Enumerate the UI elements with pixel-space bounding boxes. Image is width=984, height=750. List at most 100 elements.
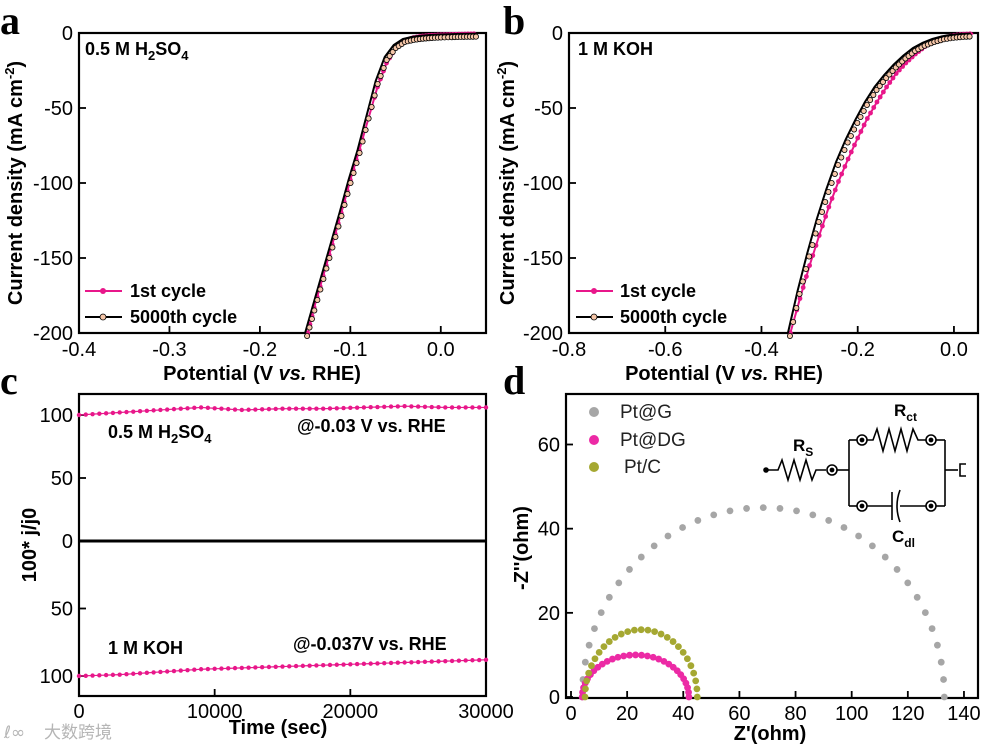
x-tick-label: 0 <box>565 703 576 725</box>
data-point-koh <box>124 672 129 677</box>
legend-marker-5000th <box>99 313 107 321</box>
data-point-h2so4 <box>348 405 353 411</box>
panel-d-frame <box>564 392 980 700</box>
y-tick-label: 50 <box>51 468 73 490</box>
series-line-5000th <box>304 32 477 334</box>
data-point-h2so4 <box>443 405 448 410</box>
panel-c-condition-koh: @-0.037V vs. RHE <box>293 634 447 654</box>
data-point-ptg <box>825 517 833 524</box>
data-point-1st <box>852 142 857 148</box>
data-point-ptc <box>674 643 682 651</box>
data-point-koh <box>314 663 319 668</box>
data-point-koh <box>151 670 156 675</box>
data-point-5000th <box>851 126 858 133</box>
data-point-koh <box>361 661 367 667</box>
data-point-h2so4 <box>192 405 197 411</box>
data-point-ptdg <box>632 651 639 659</box>
data-point-5000th <box>380 65 387 72</box>
data-point-ptc <box>583 677 591 685</box>
y-tick-label: 0 <box>552 23 563 45</box>
data-point-ptg <box>615 579 623 587</box>
data-point-koh <box>232 665 238 671</box>
x-tick-label: 20 <box>616 703 638 725</box>
panel-c-label-h2so4: 0.5 M H2SO4 <box>108 422 212 446</box>
data-point-1st <box>861 122 867 128</box>
data-point-ptg <box>694 517 702 524</box>
data-point-5000th <box>374 81 381 88</box>
data-point-koh <box>212 666 217 671</box>
data-point-ptc <box>605 638 613 645</box>
data-point-ptdg <box>644 652 651 660</box>
y-tick-label: -200 <box>523 323 563 345</box>
watermark-logo-icon: ℓ∞ <box>3 723 25 743</box>
data-point-koh <box>300 663 306 669</box>
data-point-5000th <box>825 188 832 195</box>
data-point-h2so4 <box>463 405 468 410</box>
data-point-5000th <box>870 92 877 99</box>
data-point-koh <box>409 660 414 665</box>
y-tick-label: 0 <box>549 687 560 709</box>
data-point-1st <box>871 105 877 110</box>
panel-a: a -0.4 -0.3 -0.2 -0.1 0.0 0 -50 -100 -150 -200 0… <box>0 0 488 385</box>
data-point-koh <box>429 659 434 664</box>
data-point-h2so4 <box>409 404 414 409</box>
data-point-h2so4 <box>212 406 217 411</box>
data-point-5000th <box>854 120 861 127</box>
data-point-1st <box>836 179 841 184</box>
x-tick-label: 0.0 <box>427 339 455 361</box>
data-point-5000th <box>356 149 363 156</box>
x-tick-label: 0.0 <box>940 339 968 361</box>
legend-marker-ptc <box>589 462 599 472</box>
data-point-h2so4 <box>178 406 183 411</box>
data-point-5000th <box>819 208 826 215</box>
data-point-koh <box>259 665 265 670</box>
data-point-ptg <box>840 524 848 531</box>
data-point-h2so4 <box>131 409 136 414</box>
data-point-koh <box>449 658 455 664</box>
data-point-h2so4 <box>477 405 482 410</box>
data-point-1st <box>874 99 880 105</box>
x-tick-label: 120 <box>891 703 924 725</box>
data-point-1st <box>800 285 806 290</box>
data-point-ptg <box>664 532 672 540</box>
data-point-koh <box>137 671 143 676</box>
data-point-5000th <box>828 179 835 186</box>
data-point-5000th <box>323 265 330 272</box>
data-point-ptg <box>726 507 734 515</box>
data-point-h2so4 <box>239 407 244 413</box>
data-point-ptc <box>692 677 700 685</box>
data-point-h2so4 <box>341 405 346 411</box>
data-point-h2so4 <box>375 404 380 410</box>
data-point-1st <box>880 89 886 95</box>
x-tick-label: 20000 <box>323 701 379 723</box>
data-point-ptg <box>581 658 589 666</box>
data-point-5000th <box>793 304 800 311</box>
data-point-koh <box>415 659 421 665</box>
data-point-1st <box>855 135 861 141</box>
panel-c-frame <box>77 392 488 698</box>
data-point-ptg <box>940 676 947 683</box>
data-point-ptdg <box>620 652 628 660</box>
data-point-h2so4 <box>266 406 272 412</box>
panel-c-letter: c <box>0 358 18 403</box>
data-point-5000th <box>389 49 396 56</box>
data-point-h2so4 <box>198 405 204 410</box>
data-point-koh <box>375 661 380 666</box>
series-line-5000th <box>786 32 971 334</box>
data-point-h2so4 <box>368 405 373 410</box>
data-point-5000th <box>311 307 318 314</box>
data-point-h2so4 <box>470 405 475 410</box>
data-point-5000th <box>368 104 375 111</box>
data-point-koh <box>178 668 183 673</box>
data-point-ptc <box>683 655 691 663</box>
data-point-ptg <box>809 511 817 519</box>
data-point-h2so4 <box>293 406 299 411</box>
data-point-5000th <box>320 275 327 282</box>
x-tick-label: 30000 <box>458 701 514 723</box>
data-point-koh <box>327 662 333 668</box>
data-point-h2so4 <box>151 408 156 413</box>
data-point-1st <box>803 274 809 279</box>
data-point-1st <box>826 204 832 210</box>
data-point-ptg <box>855 532 862 540</box>
data-point-ptg <box>937 658 945 666</box>
